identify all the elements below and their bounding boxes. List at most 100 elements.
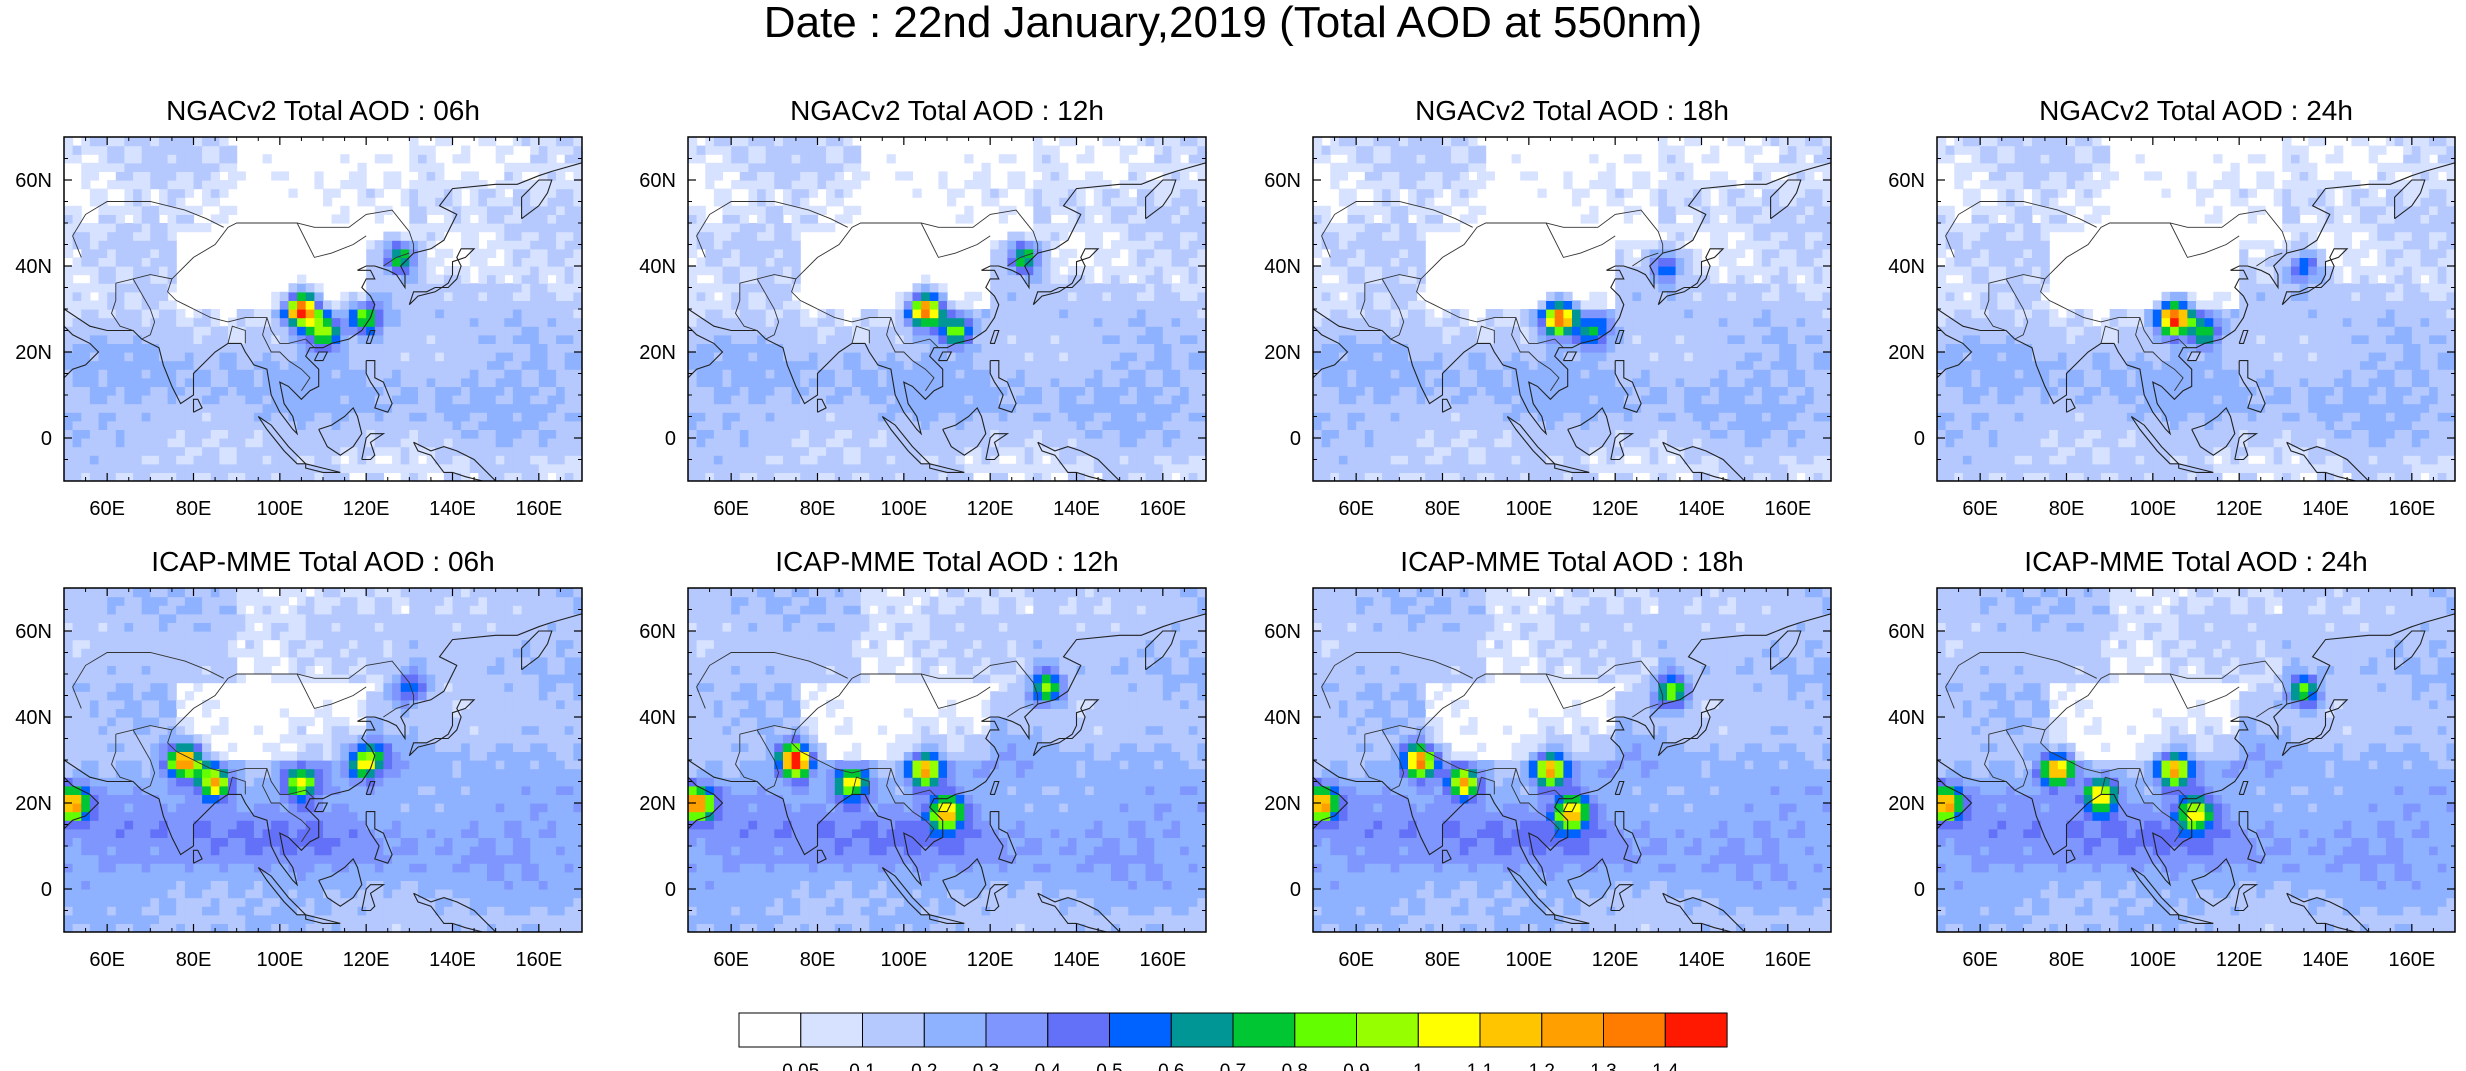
colorbar-label: 0.6: [1158, 1061, 1184, 1071]
panel-title: NGACv2 Total AOD : 24h: [2039, 95, 2353, 126]
map-panel-2: NGACv2 Total AOD : 12h 60E 80E 100E 120E 140E…: [639, 95, 1207, 520]
colorbar-label: 1.1: [1467, 1061, 1493, 1071]
x-tick-label: 120E: [967, 949, 1014, 971]
panel-title: ICAP-MME Total AOD : 18h: [1400, 546, 1743, 577]
y-tick-label: 40N: [1888, 256, 1925, 278]
y-tick-label: 60N: [15, 621, 52, 643]
x-tick-label: 120E: [343, 498, 390, 520]
x-tick-label: 140E: [2302, 498, 2349, 520]
x-tick-label: 60E: [1962, 498, 1998, 520]
x-tick-label: 80E: [2049, 949, 2085, 971]
colorbar-label: 1.4: [1652, 1061, 1679, 1071]
coastlines: [1937, 162, 2455, 481]
x-tick-label: 160E: [1139, 949, 1186, 971]
x-tick-label: 100E: [256, 949, 303, 971]
y-tick-label: 0: [41, 428, 52, 450]
map-panel-4: NGACv2 Total AOD : 24h 60E 80E 100E 120E 140E…: [1888, 95, 2456, 520]
colorbar-label: 0.5: [1096, 1061, 1122, 1071]
colorbar-label: 0.4: [1035, 1061, 1062, 1071]
panel-title: ICAP-MME Total AOD : 12h: [775, 546, 1118, 577]
aod-field: [1937, 588, 2455, 932]
y-tick-label: 20N: [1888, 342, 1925, 364]
y-tick-label: 20N: [1264, 793, 1301, 815]
x-tick-label: 160E: [1764, 949, 1811, 971]
colorbar-label: 0.7: [1220, 1061, 1246, 1071]
colorbar-swatch: [1232, 1012, 1296, 1048]
y-tick-label: 20N: [639, 793, 676, 815]
x-tick-label: 160E: [515, 949, 562, 971]
y-tick-label: 60N: [1264, 621, 1301, 643]
map-panel-3: NGACv2 Total AOD : 18h 60E 80E 100E 120E 140E…: [1264, 95, 1832, 520]
panel-title: NGACv2 Total AOD : 12h: [790, 95, 1104, 126]
y-tick-label: 0: [41, 879, 52, 901]
colorbar-label: 0.3: [973, 1061, 999, 1071]
aod-field: [64, 137, 582, 481]
x-tick-label: 100E: [2129, 949, 2176, 971]
x-tick-label: 140E: [1678, 498, 1725, 520]
colorbar-swatch: [1417, 1012, 1481, 1048]
colorbar-swatch: [923, 1012, 987, 1048]
x-tick-label: 60E: [1962, 949, 1998, 971]
colorbar-swatch: [1356, 1012, 1419, 1048]
x-tick-label: 140E: [429, 498, 476, 520]
aod-field: [1313, 588, 1831, 932]
colorbar-label: 0.2: [911, 1061, 937, 1071]
colorbar-swatch: [1294, 1012, 1358, 1048]
y-tick-label: 0: [1914, 879, 1925, 901]
x-tick-label: 80E: [176, 498, 212, 520]
x-tick-label: 100E: [256, 498, 303, 520]
colorbar-swatch: [1479, 1012, 1543, 1048]
colorbar-swatch: [862, 1012, 925, 1048]
colorbar-swatch: [985, 1012, 1049, 1048]
x-tick-label: 60E: [89, 498, 125, 520]
y-tick-label: 40N: [1264, 707, 1301, 729]
x-tick-label: 120E: [2216, 949, 2263, 971]
x-tick-label: 80E: [2049, 498, 2085, 520]
y-tick-label: 20N: [15, 342, 52, 364]
y-tick-label: 0: [1914, 428, 1925, 450]
x-tick-label: 160E: [1764, 498, 1811, 520]
colorbar-swatch: [1109, 1012, 1172, 1048]
coastlines: [688, 613, 1206, 932]
x-tick-label: 160E: [2388, 949, 2435, 971]
map-panel-6: ICAP-MME Total AOD : 12h 60E 80E 100E 120E 14…: [639, 546, 1207, 971]
x-tick-label: 100E: [1505, 498, 1552, 520]
x-tick-label: 80E: [800, 949, 836, 971]
map-panel-8: ICAP-MME Total AOD : 24h 60E 80E 100E 120E 14…: [1888, 546, 2456, 971]
colorbar-swatch: [1047, 1012, 1111, 1048]
panel-title: ICAP-MME Total AOD : 06h: [151, 546, 494, 577]
panel-title: ICAP-MME Total AOD : 24h: [2024, 546, 2367, 577]
colorbar-swatch: [1603, 1012, 1666, 1048]
y-tick-label: 0: [1290, 879, 1301, 901]
colorbar-label: 1: [1413, 1061, 1424, 1071]
colorbar-swatch: [1170, 1012, 1234, 1048]
x-tick-label: 80E: [1425, 949, 1461, 971]
panel-title: NGACv2 Total AOD : 06h: [166, 95, 480, 126]
y-tick-label: 60N: [1264, 170, 1301, 192]
colorbar-swatch: [738, 1012, 802, 1048]
coastlines: [1313, 162, 1831, 481]
y-tick-label: 60N: [639, 621, 676, 643]
x-tick-label: 100E: [1505, 949, 1552, 971]
x-tick-label: 80E: [1425, 498, 1461, 520]
colorbar-label: 1.3: [1590, 1061, 1616, 1071]
coastlines: [688, 162, 1206, 481]
x-tick-label: 140E: [429, 949, 476, 971]
colorbar-swatch: [1541, 1012, 1605, 1048]
colorbar-label: 0.9: [1343, 1061, 1369, 1071]
aod-field: [64, 588, 582, 932]
y-tick-label: 20N: [1888, 793, 1925, 815]
aod-field: [1937, 137, 2455, 481]
y-tick-label: 40N: [1264, 256, 1301, 278]
coastlines: [1937, 613, 2455, 932]
y-tick-label: 20N: [1264, 342, 1301, 364]
y-tick-label: 60N: [639, 170, 676, 192]
y-tick-label: 20N: [15, 793, 52, 815]
y-tick-label: 20N: [639, 342, 676, 364]
x-tick-label: 140E: [2302, 949, 2349, 971]
panel-title: NGACv2 Total AOD : 18h: [1415, 95, 1729, 126]
x-tick-label: 120E: [1592, 949, 1639, 971]
y-tick-label: 40N: [15, 256, 52, 278]
x-tick-label: 60E: [713, 949, 749, 971]
y-tick-label: 40N: [639, 707, 676, 729]
